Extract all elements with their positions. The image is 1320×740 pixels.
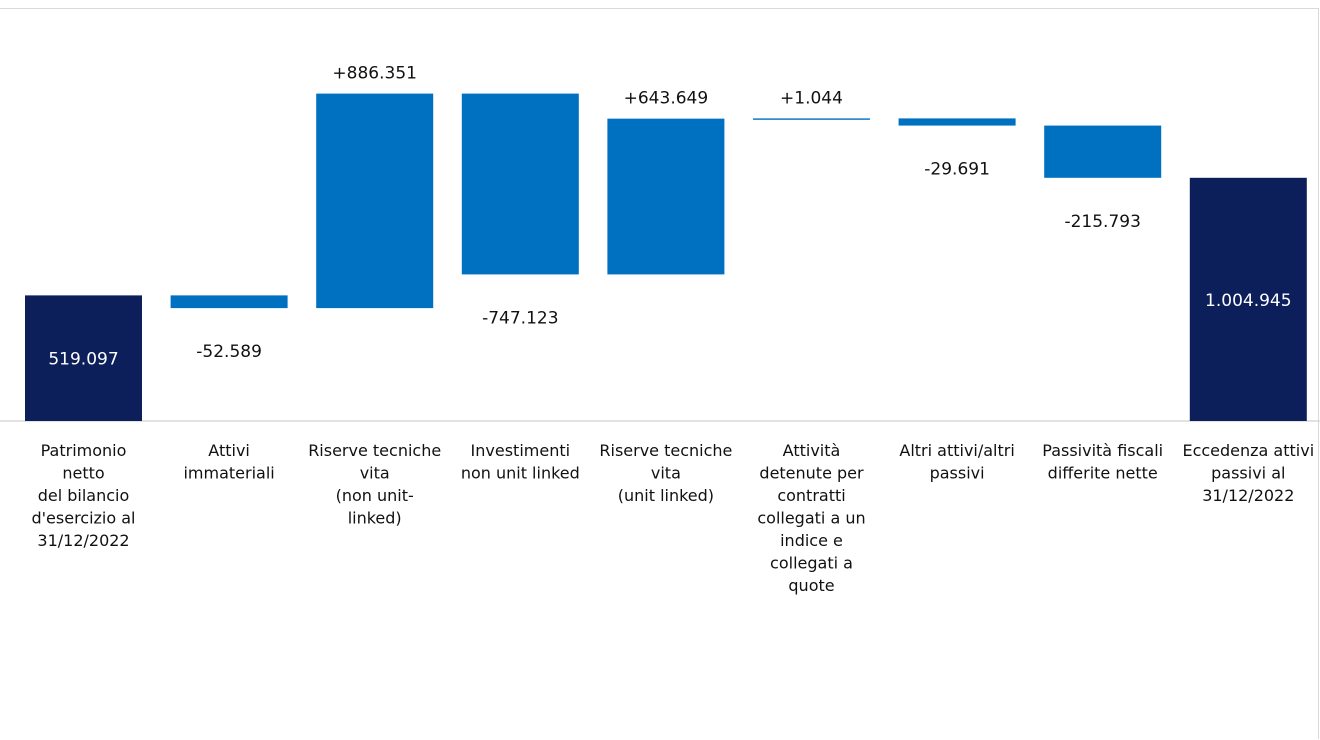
- category-label-8: Eccedenza attivi passivi al 31/12/2022: [1182, 441, 1314, 505]
- bar-6: [898, 118, 1016, 126]
- value-label-1: -52.589: [196, 342, 262, 362]
- bar-8: [1189, 177, 1307, 421]
- bar-7: [1044, 125, 1162, 178]
- bar-5: [753, 118, 870, 120]
- category-label-6: Altri attivi/altri passivi: [899, 441, 1014, 483]
- bar-4: [607, 118, 725, 275]
- chart-frame: [0, 8, 1319, 739]
- category-label-1: Attivi immateriali: [183, 441, 274, 483]
- bar-1: [170, 295, 288, 309]
- category-label-2: Riserve tecniche vita (non unit-linked): [308, 441, 441, 528]
- category-labels: Patrimonio netto del bilancio d'esercizio a…: [31, 441, 1314, 595]
- value-label-0: 519.097: [48, 349, 118, 369]
- category-label-0: Patrimonio netto del bilancio d'esercizio a…: [31, 441, 135, 550]
- value-label-3: -747.123: [482, 308, 558, 328]
- bar-3: [461, 93, 579, 275]
- category-label-7: Passività fiscali differite nette: [1042, 441, 1163, 483]
- value-label-6: -29.691: [924, 160, 990, 180]
- value-label-2: +886.351: [332, 64, 417, 84]
- value-label-5: +1.044: [780, 88, 843, 108]
- bar-0: [25, 295, 142, 421]
- value-label-8: 1.004.945: [1205, 291, 1292, 311]
- bars: [25, 93, 1307, 421]
- category-label-4: Riserve tecniche vita (unit linked): [599, 441, 732, 505]
- value-label-4: +643.649: [624, 89, 709, 109]
- category-label-3: Investimenti non unit linked: [461, 441, 580, 483]
- value-labels: 519.097 -52.589 +886.351 -747.123 +643.649 +1…: [48, 64, 1291, 370]
- category-label-5: Attività detenute per contratti collegati a…: [757, 441, 865, 595]
- bar-2: [316, 93, 434, 309]
- value-label-7: -215.793: [1064, 212, 1140, 232]
